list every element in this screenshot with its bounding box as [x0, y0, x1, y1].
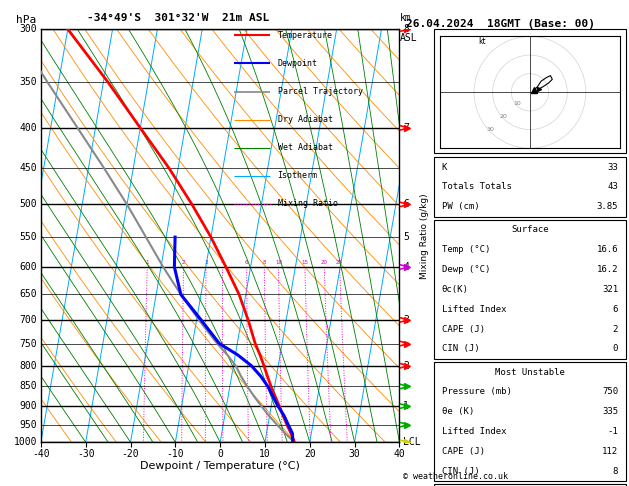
- Text: Mixing Ratio (g/kg): Mixing Ratio (g/kg): [420, 193, 429, 278]
- Text: 8: 8: [403, 24, 409, 34]
- Text: K: K: [442, 163, 447, 172]
- Text: Parcel Trajectory: Parcel Trajectory: [277, 87, 362, 96]
- Text: 750: 750: [602, 387, 618, 397]
- Text: Isotherm: Isotherm: [277, 171, 318, 180]
- Text: 450: 450: [19, 163, 37, 174]
- Bar: [434, 362, 626, 481]
- Text: 8: 8: [613, 467, 618, 476]
- Text: 4: 4: [403, 262, 409, 272]
- Text: 400: 400: [19, 123, 37, 133]
- Text: 600: 600: [19, 262, 37, 272]
- Text: 3: 3: [204, 260, 208, 265]
- Text: 16.6: 16.6: [597, 245, 618, 254]
- Text: hPa: hPa: [16, 15, 36, 25]
- Text: 6: 6: [403, 199, 409, 209]
- Text: 550: 550: [19, 232, 37, 242]
- Text: 300: 300: [19, 24, 37, 34]
- Text: 2: 2: [403, 361, 409, 371]
- Text: Surface: Surface: [511, 226, 548, 234]
- Text: -1: -1: [608, 427, 618, 436]
- Text: 1: 1: [145, 260, 149, 265]
- Bar: [434, 485, 626, 486]
- Text: 321: 321: [602, 285, 618, 294]
- Text: 650: 650: [19, 290, 37, 299]
- Text: 15: 15: [301, 260, 308, 265]
- Text: -34°49'S  301°32'W  21m ASL: -34°49'S 301°32'W 21m ASL: [87, 13, 270, 23]
- Text: 0: 0: [613, 345, 618, 353]
- Bar: [434, 29, 626, 153]
- Text: kt: kt: [478, 37, 486, 46]
- Text: 2: 2: [182, 260, 186, 265]
- Text: 8: 8: [262, 260, 266, 265]
- Text: 1000: 1000: [14, 437, 37, 447]
- Text: 10: 10: [513, 102, 521, 106]
- Text: CAPE (J): CAPE (J): [442, 447, 485, 456]
- Bar: [434, 220, 626, 359]
- Text: 700: 700: [19, 315, 37, 325]
- Text: Lifted Index: Lifted Index: [442, 427, 506, 436]
- Text: LCL: LCL: [403, 437, 421, 447]
- Text: Temp (°C): Temp (°C): [442, 245, 490, 254]
- Text: Most Unstable: Most Unstable: [495, 367, 565, 377]
- Text: Dewpoint: Dewpoint: [277, 59, 318, 68]
- Text: 850: 850: [19, 382, 37, 392]
- Text: Dry Adiabat: Dry Adiabat: [277, 115, 333, 124]
- Text: 30: 30: [487, 127, 495, 133]
- Text: © weatheronline.co.uk: © weatheronline.co.uk: [403, 472, 508, 481]
- Text: 112: 112: [602, 447, 618, 456]
- Text: CAPE (J): CAPE (J): [442, 325, 485, 333]
- Text: 500: 500: [19, 199, 37, 209]
- Text: 7: 7: [403, 123, 409, 133]
- Text: 750: 750: [19, 339, 37, 348]
- Text: 33: 33: [608, 163, 618, 172]
- Text: 950: 950: [19, 419, 37, 430]
- Text: 10: 10: [275, 260, 282, 265]
- Text: 26.04.2024  18GMT (Base: 00): 26.04.2024 18GMT (Base: 00): [406, 19, 594, 29]
- Text: 335: 335: [602, 407, 618, 416]
- Text: 900: 900: [19, 401, 37, 411]
- Text: 1: 1: [403, 401, 409, 411]
- Text: 5: 5: [403, 232, 409, 242]
- Text: 6: 6: [613, 305, 618, 314]
- Text: ASL: ASL: [399, 34, 417, 43]
- Text: θc(K): θc(K): [442, 285, 469, 294]
- Text: PW (cm): PW (cm): [442, 202, 479, 211]
- Text: Totals Totals: Totals Totals: [442, 182, 511, 191]
- Text: 350: 350: [19, 77, 37, 87]
- Text: Lifted Index: Lifted Index: [442, 305, 506, 314]
- Text: kt: kt: [442, 37, 452, 47]
- Text: 16.2: 16.2: [597, 265, 618, 274]
- Text: 3.85: 3.85: [597, 202, 618, 211]
- Text: θe (K): θe (K): [442, 407, 474, 416]
- Bar: [434, 157, 626, 217]
- Text: 43: 43: [608, 182, 618, 191]
- Text: 6: 6: [245, 260, 248, 265]
- X-axis label: Dewpoint / Temperature (°C): Dewpoint / Temperature (°C): [140, 461, 300, 471]
- Text: CIN (J): CIN (J): [442, 345, 479, 353]
- Text: 2: 2: [613, 325, 618, 333]
- Text: 3: 3: [403, 315, 409, 325]
- Text: 800: 800: [19, 361, 37, 371]
- Text: km: km: [399, 13, 411, 23]
- Text: 25: 25: [336, 260, 343, 265]
- Text: 20: 20: [500, 114, 508, 120]
- Text: CIN (J): CIN (J): [442, 467, 479, 476]
- Text: Dewp (°C): Dewp (°C): [442, 265, 490, 274]
- Text: Wet Adiabat: Wet Adiabat: [277, 143, 333, 152]
- Text: Temperature: Temperature: [277, 31, 333, 40]
- Text: 20: 20: [321, 260, 328, 265]
- Text: Mixing Ratio: Mixing Ratio: [277, 199, 338, 208]
- Text: Pressure (mb): Pressure (mb): [442, 387, 511, 397]
- Text: 4: 4: [221, 260, 225, 265]
